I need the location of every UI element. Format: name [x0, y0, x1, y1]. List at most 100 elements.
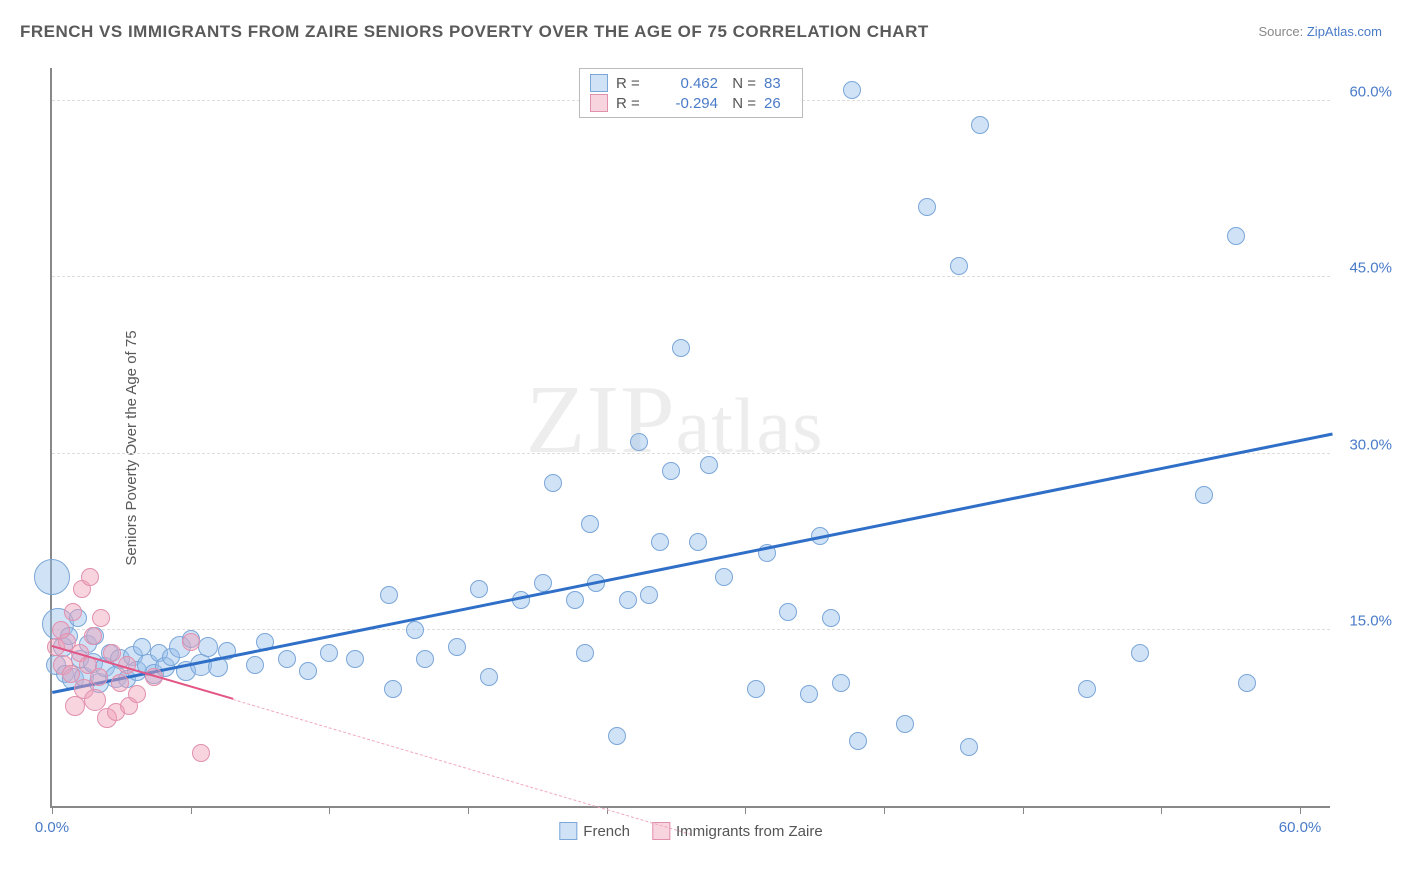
- y-tick-label: 60.0%: [1349, 84, 1392, 101]
- x-tick: [468, 806, 469, 814]
- x-tick: [191, 806, 192, 814]
- x-tick: [52, 806, 53, 814]
- x-tick: [1161, 806, 1162, 814]
- french-point: [544, 474, 562, 492]
- french-point: [299, 662, 317, 680]
- zaire-point: [111, 674, 129, 692]
- french-point: [640, 586, 658, 604]
- french-point: [651, 533, 669, 551]
- r-value-french: 0.462: [658, 75, 718, 92]
- french-point: [715, 568, 733, 586]
- french-point: [320, 644, 338, 662]
- x-tick-label: 0.0%: [35, 819, 69, 836]
- french-point: [384, 680, 402, 698]
- zaire-point: [65, 696, 85, 716]
- french-point: [1238, 674, 1256, 692]
- french-point: [832, 674, 850, 692]
- source-link[interactable]: ZipAtlas.com: [1307, 24, 1382, 39]
- french-point: [822, 609, 840, 627]
- chart-title: FRENCH VS IMMIGRANTS FROM ZAIRE SENIORS …: [20, 22, 929, 42]
- zaire-swatch: [590, 94, 608, 112]
- legend-item-french: French: [559, 822, 630, 840]
- n-value-zaire: 26: [764, 95, 792, 112]
- zaire-point: [81, 568, 99, 586]
- zaire-trendline-ext: [233, 699, 692, 835]
- watermark-zip: ZIP: [526, 366, 676, 474]
- french-point: [1227, 227, 1245, 245]
- french-point: [406, 621, 424, 639]
- r-label: R =: [616, 95, 650, 112]
- french-point: [662, 462, 680, 480]
- gridline: [52, 276, 1330, 277]
- watermark-atlas: atlas: [676, 382, 824, 469]
- french-point: [480, 668, 498, 686]
- x-tick: [745, 806, 746, 814]
- french-point: [566, 591, 584, 609]
- french-point: [470, 580, 488, 598]
- legend-row-zaire: R = -0.294 N = 26: [590, 93, 792, 113]
- french-point: [416, 650, 434, 668]
- y-tick-label: 15.0%: [1349, 612, 1392, 629]
- french-point: [198, 637, 218, 657]
- french-point: [971, 116, 989, 134]
- x-tick: [1300, 806, 1301, 814]
- french-point: [689, 533, 707, 551]
- watermark: ZIPatlas: [526, 364, 824, 476]
- x-tick-label: 60.0%: [1279, 819, 1322, 836]
- french-point: [34, 559, 70, 595]
- french-point: [1131, 644, 1149, 662]
- zaire-point: [192, 744, 210, 762]
- french-point: [448, 638, 466, 656]
- french-point: [1195, 486, 1213, 504]
- y-tick-label: 30.0%: [1349, 436, 1392, 453]
- french-point: [278, 650, 296, 668]
- r-value-zaire: -0.294: [658, 95, 718, 112]
- correlation-legend: R = 0.462 N = 83 R = -0.294 N = 26: [579, 68, 803, 118]
- n-label: N =: [726, 75, 756, 92]
- x-tick: [1023, 806, 1024, 814]
- french-point: [576, 644, 594, 662]
- gridline: [52, 453, 1330, 454]
- french-point: [581, 515, 599, 533]
- source-credit: Source: ZipAtlas.com: [1258, 24, 1382, 39]
- french-point: [1078, 680, 1096, 698]
- n-label: N =: [726, 95, 756, 112]
- french-point: [896, 715, 914, 733]
- french-point: [380, 586, 398, 604]
- french-point: [918, 198, 936, 216]
- french-point: [608, 727, 626, 745]
- french-point: [619, 591, 637, 609]
- french-point: [849, 732, 867, 750]
- french-swatch: [559, 822, 577, 840]
- plot-area: R = 0.462 N = 83 R = -0.294 N = 26 ZIPat…: [50, 68, 1330, 808]
- french-point: [672, 339, 690, 357]
- french-point: [800, 685, 818, 703]
- french-point: [779, 603, 797, 621]
- french-swatch: [590, 74, 608, 92]
- source-prefix: Source:: [1258, 24, 1306, 39]
- legend-item-zaire: Immigrants from Zaire: [652, 822, 823, 840]
- french-point: [700, 456, 718, 474]
- y-tick-label: 45.0%: [1349, 260, 1392, 277]
- french-point: [960, 738, 978, 756]
- series-legend: French Immigrants from Zaire: [559, 822, 822, 840]
- gridline: [52, 629, 1330, 630]
- french-point: [747, 680, 765, 698]
- zaire-point: [64, 603, 82, 621]
- x-tick: [329, 806, 330, 814]
- french-point: [843, 81, 861, 99]
- chart-container: Seniors Poverty Over the Age of 75 R = 0…: [0, 58, 1406, 838]
- zaire-point: [90, 668, 108, 686]
- zaire-swatch: [652, 822, 670, 840]
- r-label: R =: [616, 75, 650, 92]
- n-value-french: 83: [764, 75, 792, 92]
- zaire-point: [182, 633, 200, 651]
- french-label: French: [583, 823, 630, 840]
- zaire-point: [92, 609, 110, 627]
- zaire-point: [128, 685, 146, 703]
- french-point: [534, 574, 552, 592]
- legend-row-french: R = 0.462 N = 83: [590, 73, 792, 93]
- french-point: [630, 433, 648, 451]
- french-point: [346, 650, 364, 668]
- french-point: [246, 656, 264, 674]
